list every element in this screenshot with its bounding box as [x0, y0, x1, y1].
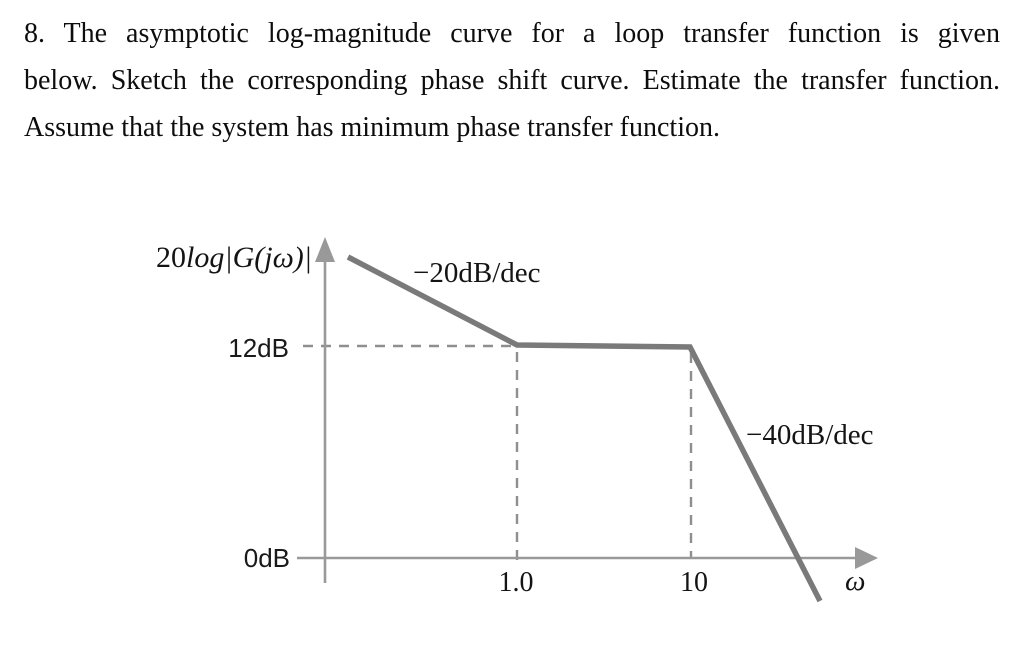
y-axis-label-expression: log|G(jω)|: [186, 241, 312, 274]
problem-line-3: Assume that the system has minimum phase…: [24, 112, 720, 143]
magnitude-curve: [346, 254, 823, 603]
slope-label-minus40db-per-dec: −40dB/dec: [746, 419, 874, 451]
y-axis-arrowhead-icon: [315, 237, 335, 262]
problem-line-1: 8. The asymptotic log-magnitude curve fo…: [24, 18, 1000, 49]
problem-line-2: below. Sketch the corresponding phase sh…: [24, 65, 1000, 96]
x-tick-1.0: 1.0: [498, 567, 534, 598]
y-tick-0db: 0dB: [243, 543, 290, 573]
y-tick-12db: 12dB: [228, 333, 289, 363]
y-axis-label-coefficient: 20: [156, 241, 186, 274]
y-axis-label: 20log|G(jω)|: [120, 239, 312, 277]
problem-statement: 8. The asymptotic log-magnitude curve fo…: [24, 10, 1000, 151]
x-axis-arrowhead-icon: [855, 547, 878, 569]
x-axis-label-omega: ω: [845, 565, 866, 597]
slope-label-minus20db-per-dec: −20dB/dec: [413, 257, 541, 289]
x-tick-10: 10: [680, 567, 708, 598]
